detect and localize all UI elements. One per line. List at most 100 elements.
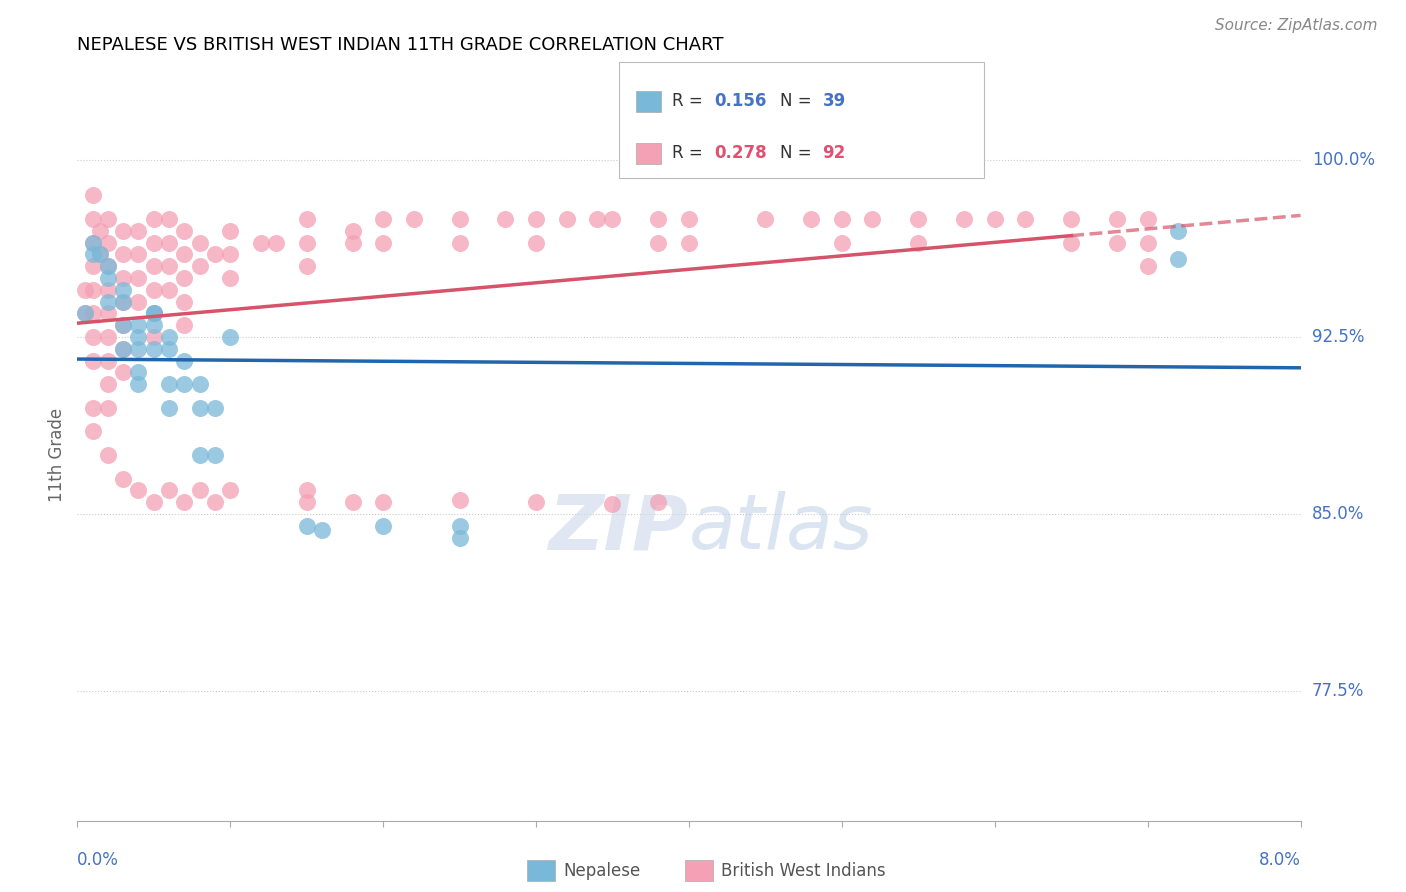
Point bbox=[142, 318, 165, 333]
Point bbox=[188, 448, 211, 462]
Point bbox=[112, 318, 135, 333]
Point bbox=[82, 425, 104, 439]
Point bbox=[73, 306, 96, 320]
Point bbox=[831, 235, 853, 250]
Point bbox=[157, 211, 180, 226]
Point bbox=[127, 318, 149, 333]
Point bbox=[112, 471, 135, 485]
Text: 0.156: 0.156 bbox=[714, 92, 766, 111]
Point bbox=[142, 330, 165, 344]
Point bbox=[142, 342, 165, 356]
Point bbox=[157, 342, 180, 356]
Point bbox=[188, 401, 211, 415]
Point bbox=[831, 211, 853, 226]
Point bbox=[173, 318, 195, 333]
Point bbox=[1167, 224, 1189, 238]
Point bbox=[1136, 211, 1159, 226]
Text: Nepalese: Nepalese bbox=[564, 862, 641, 880]
Text: 0.278: 0.278 bbox=[714, 145, 766, 162]
Point bbox=[1060, 235, 1083, 250]
Point bbox=[586, 211, 609, 226]
Point bbox=[342, 495, 364, 509]
Text: N =: N = bbox=[780, 145, 817, 162]
Point bbox=[173, 224, 195, 238]
Point bbox=[82, 283, 104, 297]
Point bbox=[860, 211, 884, 226]
Text: R =: R = bbox=[672, 92, 709, 111]
Text: 92.5%: 92.5% bbox=[1312, 328, 1364, 346]
Point bbox=[204, 448, 226, 462]
Point bbox=[97, 306, 120, 320]
Point bbox=[907, 211, 929, 226]
Point bbox=[142, 306, 165, 320]
Point bbox=[112, 342, 135, 356]
Point bbox=[371, 518, 394, 533]
Point bbox=[97, 271, 120, 285]
Point bbox=[524, 211, 547, 226]
Text: 92: 92 bbox=[823, 145, 846, 162]
Point bbox=[127, 247, 149, 261]
Point bbox=[449, 492, 471, 507]
Point bbox=[311, 524, 333, 538]
Text: ZIP: ZIP bbox=[550, 491, 689, 565]
Point bbox=[142, 306, 165, 320]
Point bbox=[73, 283, 96, 297]
Text: 85.0%: 85.0% bbox=[1312, 505, 1364, 523]
Point bbox=[295, 483, 318, 498]
Text: 77.5%: 77.5% bbox=[1312, 681, 1364, 700]
Point bbox=[173, 353, 195, 368]
Point bbox=[371, 211, 394, 226]
Text: Source: ZipAtlas.com: Source: ZipAtlas.com bbox=[1215, 18, 1378, 33]
Point bbox=[112, 294, 135, 309]
Point bbox=[495, 211, 517, 226]
Point bbox=[89, 247, 111, 261]
Point bbox=[449, 518, 471, 533]
Text: atlas: atlas bbox=[689, 491, 873, 565]
Point bbox=[173, 495, 195, 509]
Point bbox=[142, 495, 165, 509]
Point bbox=[142, 259, 165, 273]
Point bbox=[82, 211, 104, 226]
Point bbox=[295, 211, 318, 226]
Point bbox=[449, 531, 471, 545]
Point bbox=[295, 518, 318, 533]
Point bbox=[82, 401, 104, 415]
Point bbox=[173, 377, 195, 392]
Point bbox=[219, 247, 242, 261]
Point bbox=[371, 235, 394, 250]
Point bbox=[295, 495, 318, 509]
Point bbox=[112, 271, 135, 285]
Point bbox=[800, 211, 823, 226]
Point bbox=[264, 235, 287, 250]
Point bbox=[647, 235, 669, 250]
Point bbox=[82, 353, 104, 368]
Point bbox=[1136, 235, 1159, 250]
Point bbox=[219, 330, 242, 344]
Point bbox=[204, 495, 226, 509]
Point bbox=[449, 211, 471, 226]
Point bbox=[219, 483, 242, 498]
Point bbox=[142, 211, 165, 226]
Point bbox=[219, 271, 242, 285]
Point bbox=[157, 330, 180, 344]
Point bbox=[602, 498, 624, 512]
Point bbox=[219, 224, 242, 238]
Point bbox=[112, 342, 135, 356]
Point bbox=[371, 495, 394, 509]
Point bbox=[1014, 211, 1036, 226]
Point bbox=[142, 283, 165, 297]
Point bbox=[524, 495, 547, 509]
Point bbox=[97, 330, 120, 344]
Point bbox=[82, 235, 104, 250]
Point bbox=[127, 365, 149, 379]
Point bbox=[112, 224, 135, 238]
Point bbox=[157, 259, 180, 273]
Point bbox=[127, 377, 149, 392]
Point bbox=[97, 259, 120, 273]
Point bbox=[157, 283, 180, 297]
Point bbox=[157, 401, 180, 415]
Text: 0.0%: 0.0% bbox=[77, 851, 120, 869]
Point bbox=[1107, 235, 1129, 250]
Point bbox=[204, 247, 226, 261]
Point bbox=[1136, 259, 1159, 273]
